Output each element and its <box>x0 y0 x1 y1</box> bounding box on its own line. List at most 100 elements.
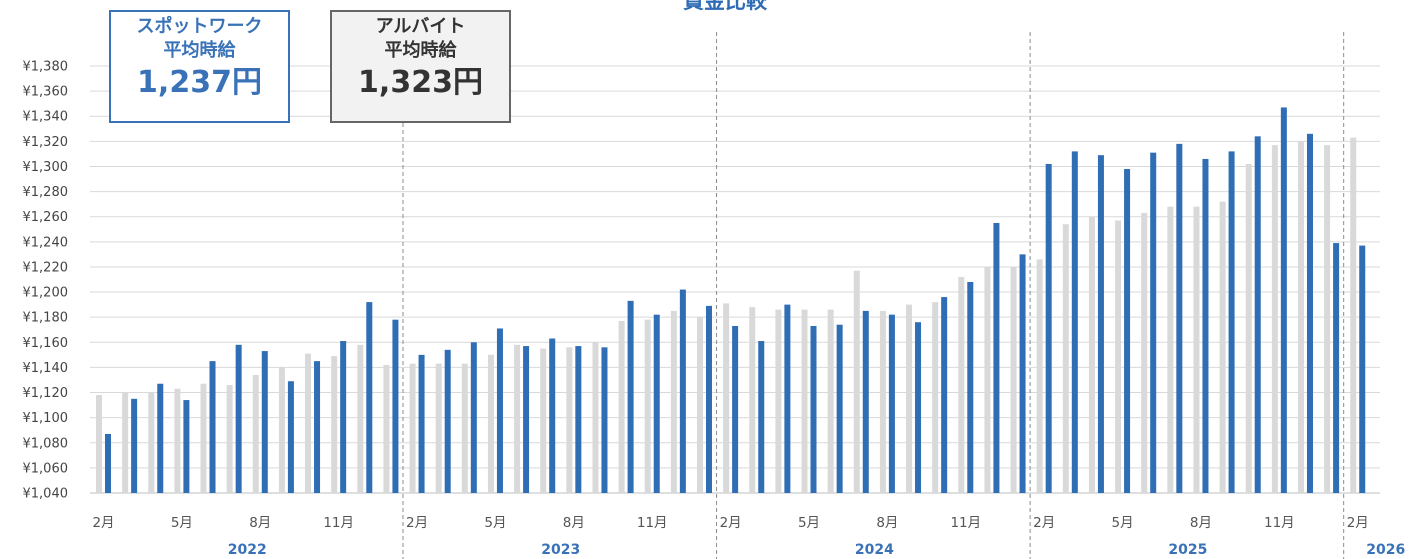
x-tick-label: 2月 <box>1347 515 1369 531</box>
bar-arbeit <box>1167 206 1174 494</box>
bar-arbeit <box>305 353 312 493</box>
bar-spot-work <box>705 305 712 493</box>
y-tick-label: ¥1,260 <box>23 210 69 225</box>
bar-arbeit <box>618 320 625 493</box>
bar-arbeit <box>749 307 756 493</box>
bar-arbeit <box>932 302 939 493</box>
bar-spot-work <box>549 338 556 493</box>
year-label: 2025 <box>1168 542 1207 558</box>
bar-arbeit <box>174 388 181 493</box>
bar-spot-work <box>209 361 216 493</box>
x-tick-label: 11月 <box>950 515 981 531</box>
bar-arbeit <box>879 310 886 493</box>
x-tick-label: 8月 <box>563 515 585 531</box>
spot-work-average-wage-callout: スポットワーク 平均時給 1,237円 <box>109 10 290 123</box>
bar-arbeit <box>200 383 207 493</box>
bar-arbeit <box>122 392 129 493</box>
bar-spot-work <box>261 351 268 493</box>
y-axis-ticks: ¥1,040 ¥1,060 ¥1,080 ¥1,100 ¥1,120 ¥1,140 ¥1,1… <box>23 60 69 502</box>
bar-spot-work <box>392 319 399 493</box>
bar-arbeit <box>435 363 442 493</box>
bar-arbeit <box>409 363 416 493</box>
bar-arbeit <box>1115 220 1122 494</box>
bar-spot-work <box>1176 143 1183 494</box>
bar-arbeit <box>461 363 468 493</box>
x-tick-label: 5月 <box>484 515 506 531</box>
bar-arbeit <box>723 303 730 493</box>
y-tick-label: ¥1,240 <box>23 235 69 250</box>
spot-average-wage-label: 平均時給 <box>163 40 236 61</box>
bar-arbeit <box>1193 206 1200 494</box>
bar-spot-work <box>784 304 791 493</box>
y-tick-label: ¥1,160 <box>23 336 69 351</box>
x-axis-ticks: 2月 5月 8月 11月 2月 5月 8月 11月 2月 5月 8月 11月 2月 5月 8月 11月 2月 <box>92 515 1368 531</box>
year-label: 2024 <box>855 542 894 558</box>
bar-spot-work <box>523 346 530 493</box>
bar-arbeit <box>1219 201 1226 493</box>
x-tick-label: 11月 <box>1264 515 1295 531</box>
y-tick-label: ¥1,300 <box>23 160 69 175</box>
bar-spot-work <box>131 398 138 493</box>
y-tick-label: ¥1,340 <box>23 110 69 125</box>
spot-work-label: スポットワーク <box>136 16 263 37</box>
x-tick-label: 2月 <box>92 515 114 531</box>
bar-arbeit <box>226 384 233 493</box>
bar-arbeit <box>278 367 285 493</box>
bar-spot-work <box>1280 107 1287 493</box>
bar-spot-work <box>967 282 974 493</box>
y-tick-label: ¥1,280 <box>23 185 69 200</box>
bar-spot-work <box>183 400 190 493</box>
bar-spot-work <box>1045 163 1052 494</box>
x-tick-label: 5月 <box>171 515 193 531</box>
bar-arbeit <box>906 304 913 493</box>
bar-arbeit <box>357 344 364 493</box>
x-tick-label: 11月 <box>323 515 354 531</box>
spot-average-wage-value: 1,237円 <box>137 65 262 100</box>
bar-spot-work <box>444 349 451 493</box>
bar-spot-work <box>888 314 895 493</box>
y-tick-label: ¥1,220 <box>23 260 69 275</box>
x-tick-label: 11月 <box>637 515 668 531</box>
bar-arbeit <box>801 309 808 493</box>
chart-title: 賃金比較 <box>682 0 768 13</box>
bar-arbeit <box>1297 141 1304 493</box>
bar-spot-work <box>1124 168 1131 493</box>
bars <box>96 107 1366 494</box>
year-label: 2026 <box>1366 542 1405 558</box>
bar-spot-work <box>732 325 739 493</box>
bar-spot-work <box>1019 254 1026 493</box>
bar-spot-work <box>1150 152 1157 493</box>
bar-spot-work <box>418 354 425 493</box>
bar-spot-work <box>287 381 294 493</box>
y-tick-label: ¥1,320 <box>23 135 69 150</box>
y-tick-label: ¥1,040 <box>23 487 69 502</box>
x-tick-label: 2月 <box>720 515 742 531</box>
bar-spot-work <box>1202 158 1209 493</box>
y-tick-label: ¥1,080 <box>23 436 69 451</box>
bar-spot-work <box>810 325 817 493</box>
bar-arbeit <box>1088 216 1095 494</box>
bar-spot-work <box>575 346 582 493</box>
year-labels: 2022 2023 2024 2025 2026 <box>228 542 1405 558</box>
arbeit-average-wage-label: 平均時給 <box>384 40 457 61</box>
bar-spot-work <box>1097 155 1104 493</box>
arbeit-average-wage-callout: アルバイト 平均時給 1,323円 <box>330 10 511 123</box>
x-tick-label: 2月 <box>1033 515 1055 531</box>
bar-arbeit <box>1350 137 1357 493</box>
bar-arbeit <box>252 374 259 493</box>
bar-spot-work <box>758 341 765 493</box>
arbeit-label: アルバイト <box>375 16 466 37</box>
year-label: 2023 <box>541 542 580 558</box>
bar-spot-work <box>1333 243 1340 493</box>
bar-arbeit <box>853 270 860 493</box>
year-label: 2022 <box>228 542 267 558</box>
bar-arbeit <box>644 319 651 493</box>
bar-arbeit <box>775 309 782 493</box>
x-tick-label: 5月 <box>798 515 820 531</box>
y-tick-label: ¥1,060 <box>23 461 69 476</box>
bar-arbeit <box>1324 145 1331 493</box>
bar-spot-work <box>1228 151 1235 493</box>
bar-arbeit <box>1245 163 1252 494</box>
bar-arbeit <box>1062 224 1069 493</box>
